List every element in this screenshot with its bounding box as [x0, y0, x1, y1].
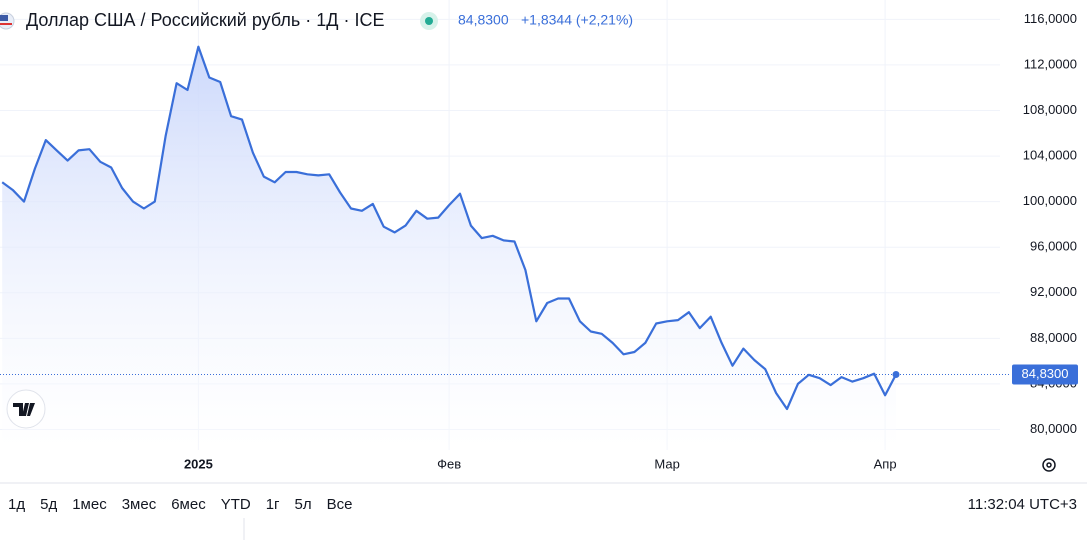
y-tick-label: 100,0000 [1023, 193, 1077, 208]
y-tick-label: 108,0000 [1023, 102, 1077, 117]
x-tick-label: 2025 [184, 456, 213, 471]
y-tick-label: 80,0000 [1030, 421, 1077, 436]
range-button[interactable]: 5л [295, 496, 312, 513]
range-button[interactable]: Все [327, 496, 353, 513]
price-tag [1012, 364, 1078, 385]
range-button[interactable]: 1мес [72, 496, 107, 513]
y-tick-label: 104,0000 [1023, 148, 1077, 163]
area-fill [2, 46, 896, 450]
symbol-title: Доллар США / Российский рубль · 1Д · ICE [26, 10, 384, 30]
clock: 11:32:04 UTC+3 [968, 496, 1077, 513]
range-button[interactable]: 1г [266, 496, 280, 513]
range-button[interactable]: 1д [8, 496, 25, 513]
market-status-dot [425, 17, 433, 25]
price-line [1, 45, 897, 411]
last-price: 84,8300 [458, 12, 509, 28]
settings-icon[interactable] [1042, 458, 1056, 472]
y-tick-label: 116,0000 [1024, 11, 1077, 26]
flag-icon [0, 12, 15, 30]
price-tag-label: 84,8300 [1022, 366, 1069, 381]
tv-logo[interactable] [6, 389, 46, 429]
range-button[interactable]: 6мес [171, 496, 206, 513]
range-button[interactable]: 3мес [122, 496, 157, 513]
last-point [892, 370, 900, 378]
y-tick-label: 88,0000 [1030, 330, 1077, 345]
y-tick-label: 112,0000 [1024, 56, 1077, 71]
y-tick-label: 96,0000 [1030, 239, 1077, 254]
y-tick-label: 92,0000 [1030, 284, 1077, 299]
price-change: +1,8344 (+2,21%) [521, 12, 633, 28]
range-button[interactable]: YTD [221, 496, 251, 513]
x-tick-label: Мар [654, 456, 679, 471]
x-tick-label: Фев [437, 456, 461, 471]
range-button[interactable]: 5д [40, 496, 57, 513]
x-tick-label: Апр [874, 456, 897, 471]
